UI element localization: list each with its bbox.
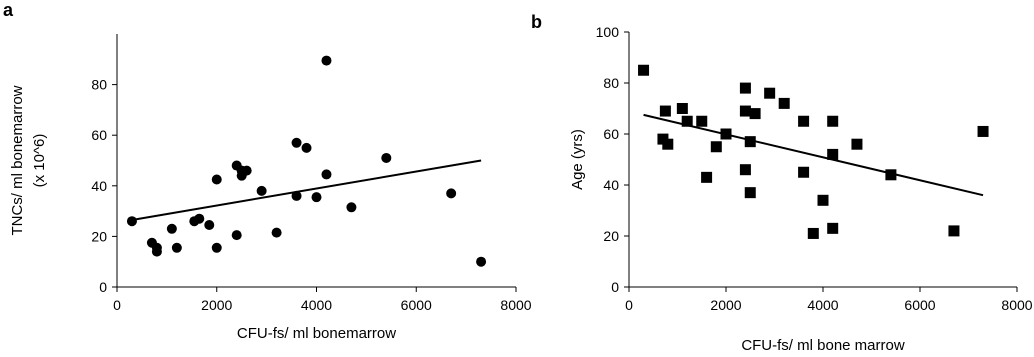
data-point: [681, 115, 693, 127]
y-tick-label: 20: [603, 228, 619, 244]
data-point: [291, 137, 302, 148]
data-point: [798, 115, 810, 127]
data-point: [701, 171, 713, 183]
data-point: [271, 227, 282, 238]
data-point: [817, 194, 829, 206]
y-tick-label: 20: [91, 228, 107, 244]
panel-a-trendline-group: [131, 159, 482, 221]
panel-b-xlabel: CFU-fs/ ml bone marrow: [741, 337, 905, 354]
panel-b-ylabel: Age (yrs): [569, 129, 586, 190]
y-tick-label: 80: [603, 75, 619, 91]
panel-b-letter: b: [531, 12, 542, 32]
x-tick-label: 4000: [807, 297, 838, 313]
panel-b-axes: 0 20 40 60 80 100 0 2000 4000 6000 8000: [596, 24, 1033, 313]
data-point: [321, 169, 332, 180]
data-point: [126, 216, 137, 227]
panel-a-ylabel-line: TNCs/ ml bonemarrow: [9, 85, 26, 235]
data-point: [662, 138, 674, 150]
data-point: [749, 108, 761, 120]
data-point: [977, 125, 989, 137]
data-point: [301, 142, 312, 153]
data-point: [659, 105, 671, 117]
data-point: [739, 82, 751, 94]
y-tick-label: 60: [91, 127, 107, 143]
data-point: [827, 115, 839, 127]
panel-b-points: [638, 64, 989, 239]
data-point: [171, 242, 182, 253]
trendline: [131, 159, 482, 221]
y-tick-label: 80: [91, 77, 107, 93]
x-tick-label: 8000: [500, 297, 531, 313]
data-point: [739, 105, 751, 117]
panel-a-points: [126, 55, 487, 267]
panel-b: b 0 20 40 60 80 100 0 2000 4000 6000 8000 Age (yrs…: [531, 12, 1033, 354]
panel-a: a 0 20 40 60 80 0 2000 4000 6000 8000 TNCs/ ml bo…: [3, 0, 532, 342]
panel-a-ylabel-line: (x 10^6): [31, 134, 48, 188]
x-tick-label: 0: [625, 297, 633, 313]
data-point: [744, 187, 756, 199]
x-tick-label: 2000: [201, 297, 232, 313]
data-point: [291, 190, 302, 201]
data-point: [346, 202, 357, 213]
data-point: [211, 242, 222, 253]
y-tick-label: 0: [99, 279, 107, 295]
y-tick-label: 100: [596, 24, 620, 40]
data-point: [827, 222, 839, 234]
data-point: [194, 213, 205, 224]
x-tick-label: 8000: [1001, 297, 1032, 313]
data-point: [638, 64, 650, 76]
data-point: [798, 166, 810, 178]
y-tick-label: 60: [603, 126, 619, 142]
panel-a-ylabel-group: TNCs/ ml bonemarrow (x 10^6): [9, 85, 48, 235]
data-point: [710, 141, 722, 153]
data-point: [321, 55, 332, 66]
data-point: [166, 223, 177, 234]
data-point: [231, 230, 242, 241]
panel-b-trendline-group: [643, 113, 984, 197]
data-point: [807, 227, 819, 239]
data-point: [311, 192, 322, 203]
trendline: [643, 113, 984, 197]
data-point: [151, 242, 162, 253]
x-tick-label: 6000: [904, 297, 935, 313]
data-point: [381, 152, 392, 163]
data-point: [241, 165, 252, 176]
data-point: [885, 169, 897, 181]
panel-a-letter: a: [3, 0, 14, 20]
data-point: [739, 164, 751, 176]
data-point: [778, 97, 790, 109]
y-tick-label: 40: [91, 178, 107, 194]
data-point: [211, 174, 222, 185]
data-point: [948, 225, 960, 237]
data-point: [476, 256, 487, 267]
x-tick-label: 2000: [710, 297, 741, 313]
data-point: [676, 103, 688, 114]
data-point: [204, 220, 215, 231]
data-point: [764, 87, 776, 99]
y-tick-label: 0: [611, 279, 619, 295]
data-point: [696, 115, 708, 127]
data-point: [851, 138, 863, 150]
panel-a-axes: 0 20 40 60 80 0 2000 4000 6000 8000: [91, 34, 532, 313]
y-tick-label: 40: [603, 177, 619, 193]
x-tick-label: 0: [113, 297, 121, 313]
data-point: [744, 136, 756, 148]
panel-a-xlabel: CFU-fs/ ml bonemarrow: [237, 325, 396, 342]
data-point: [256, 185, 267, 196]
x-tick-label: 4000: [301, 297, 332, 313]
x-tick-label: 6000: [401, 297, 432, 313]
data-point: [827, 148, 839, 160]
data-point: [446, 188, 457, 199]
